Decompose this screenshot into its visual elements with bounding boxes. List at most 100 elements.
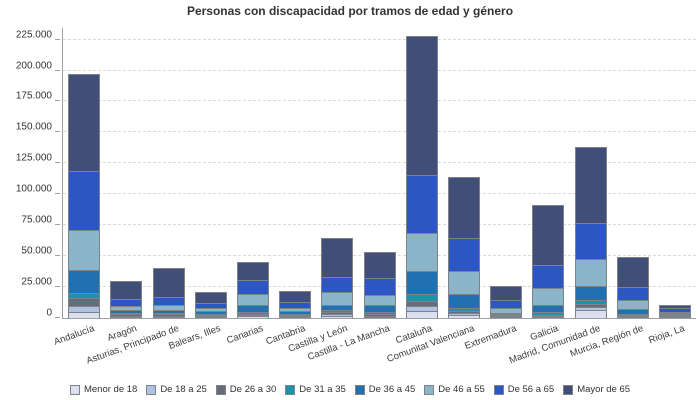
bar-segment[interactable] (575, 258, 606, 287)
bar-segment[interactable] (617, 316, 648, 317)
bar-segment[interactable] (111, 314, 142, 316)
bar-segment[interactable] (617, 315, 648, 316)
bar-segment[interactable] (111, 313, 142, 315)
bar-segment[interactable] (364, 312, 395, 315)
bar-segment[interactable] (448, 294, 479, 309)
bar-segment[interactable] (406, 294, 437, 301)
bar-segment[interactable] (195, 311, 226, 314)
bar-segment[interactable] (406, 300, 437, 307)
bar-segment[interactable] (491, 308, 522, 313)
bar-segment[interactable] (195, 315, 226, 317)
bar-segment[interactable] (659, 311, 690, 313)
bar-1[interactable] (110, 280, 143, 318)
bar-4[interactable] (236, 262, 269, 318)
bar-segment[interactable] (617, 317, 648, 318)
bar-11[interactable] (532, 205, 565, 318)
bar-segment[interactable] (575, 309, 606, 318)
bar-segment[interactable] (448, 308, 479, 311)
bar-segment[interactable] (322, 310, 353, 313)
bar-segment[interactable] (659, 304, 690, 308)
bar-segment[interactable] (69, 298, 100, 306)
bar-segment[interactable] (111, 316, 142, 318)
bar-segment[interactable] (406, 306, 437, 312)
bar-segment[interactable] (322, 276, 353, 293)
bar-segment[interactable] (533, 287, 564, 305)
bar-segment[interactable] (280, 316, 311, 317)
legend-item[interactable]: Mayor de 65 (563, 384, 630, 395)
bar-segment[interactable] (491, 315, 522, 316)
bar-segment[interactable] (533, 316, 564, 318)
bar-segment[interactable] (280, 311, 311, 314)
bar-14[interactable] (658, 304, 691, 318)
bar-segment[interactable] (153, 315, 184, 317)
bar-segment[interactable] (659, 317, 690, 318)
bar-segment[interactable] (491, 285, 522, 300)
bar-segment[interactable] (69, 269, 100, 293)
bar-segment[interactable] (280, 314, 311, 315)
bar-segment[interactable] (448, 312, 479, 315)
bar-0[interactable] (68, 73, 101, 318)
bar-segment[interactable] (237, 262, 268, 281)
bar-segment[interactable] (406, 35, 437, 176)
bar-segment[interactable] (280, 307, 311, 312)
bar-segment[interactable] (69, 73, 100, 171)
bar-segment[interactable] (575, 306, 606, 310)
bar-7[interactable] (363, 252, 396, 318)
bar-9[interactable] (447, 177, 480, 318)
bar-10[interactable] (490, 285, 523, 318)
bar-segment[interactable] (533, 205, 564, 266)
bar-segment[interactable] (406, 311, 437, 318)
bar-segment[interactable] (533, 265, 564, 288)
bar-segment[interactable] (364, 252, 395, 279)
bar-segment[interactable] (237, 294, 268, 306)
bar-segment[interactable] (153, 305, 184, 310)
bar-13[interactable] (616, 257, 649, 318)
bar-segment[interactable] (153, 267, 184, 297)
bar-segment[interactable] (111, 306, 142, 310)
bar-segment[interactable] (617, 308, 648, 314)
bar-segment[interactable] (111, 299, 142, 307)
bar-segment[interactable] (491, 316, 522, 317)
bar-segment[interactable] (491, 299, 522, 309)
bar-segment[interactable] (364, 305, 395, 313)
bar-segment[interactable] (322, 305, 353, 311)
bar-segment[interactable] (280, 290, 311, 303)
bar-segment[interactable] (153, 309, 184, 314)
bar-segment[interactable] (237, 316, 268, 318)
bar-segment[interactable] (575, 286, 606, 301)
bar-segment[interactable] (322, 312, 353, 315)
bar-segment[interactable] (195, 308, 226, 312)
bar-2[interactable] (152, 267, 185, 318)
bar-segment[interactable] (153, 316, 184, 318)
legend-item[interactable]: De 31 a 35 (285, 384, 346, 395)
bar-segment[interactable] (195, 316, 226, 318)
bar-segment[interactable] (322, 314, 353, 316)
bar-segment[interactable] (195, 291, 226, 304)
bar-segment[interactable] (659, 313, 690, 314)
legend-item[interactable]: De 56 a 65 (493, 384, 554, 395)
bar-segment[interactable] (364, 278, 395, 295)
bar-segment[interactable] (491, 314, 522, 315)
bar-segment[interactable] (448, 271, 479, 295)
bar-segment[interactable] (69, 170, 100, 230)
bar-segment[interactable] (364, 315, 395, 317)
bar-segment[interactable] (533, 315, 564, 317)
bar-segment[interactable] (364, 294, 395, 306)
legend-item[interactable]: De 36 a 45 (354, 384, 415, 395)
bar-segment[interactable] (237, 305, 268, 313)
bar-segment[interactable] (237, 280, 268, 295)
bar-6[interactable] (321, 237, 354, 318)
legend-item[interactable]: Menor de 18 (69, 384, 137, 395)
bar-segment[interactable] (575, 147, 606, 223)
bar-segment[interactable] (153, 314, 184, 316)
bar-12[interactable] (574, 147, 607, 318)
bar-segment[interactable] (69, 292, 100, 299)
bar-segment[interactable] (111, 315, 142, 317)
bar-segment[interactable] (111, 309, 142, 314)
bar-segment[interactable] (491, 317, 522, 318)
bar-segment[interactable] (69, 305, 100, 313)
bar-segment[interactable] (111, 280, 142, 300)
bar-3[interactable] (194, 291, 227, 318)
bar-segment[interactable] (617, 314, 648, 315)
bar-segment[interactable] (195, 314, 226, 316)
